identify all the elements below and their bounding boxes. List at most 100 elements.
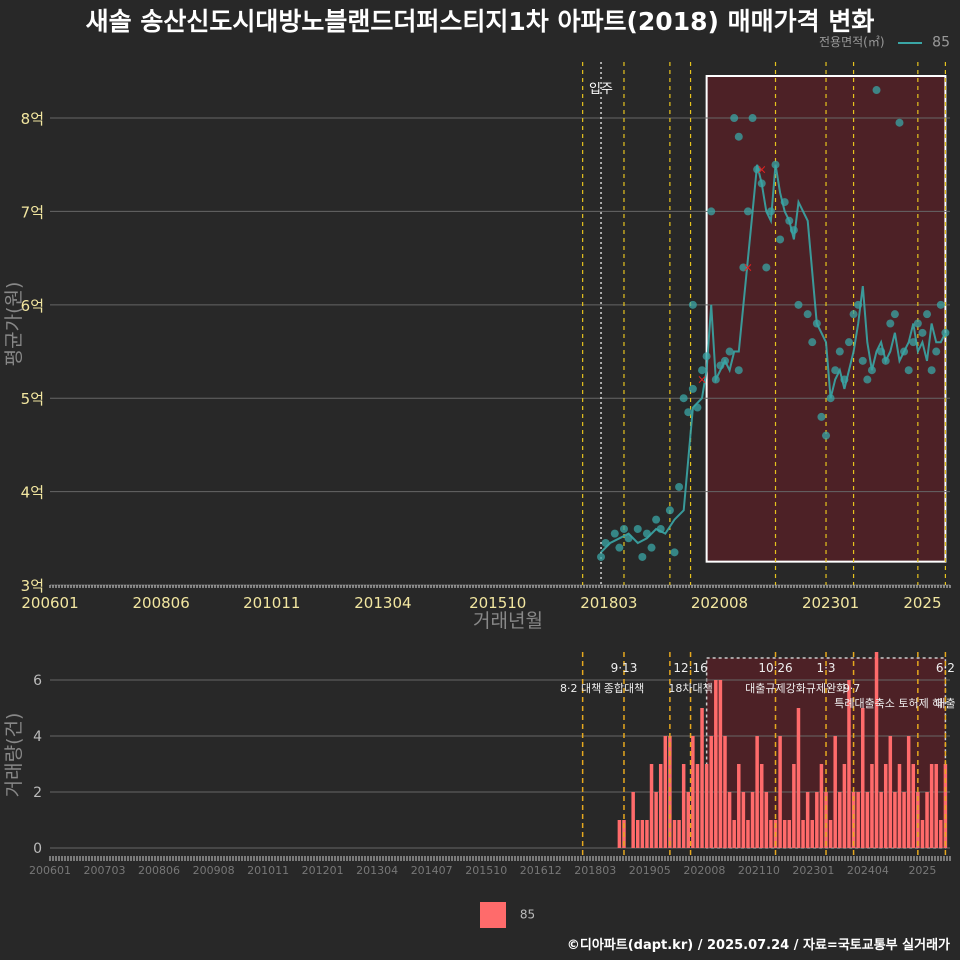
price-data-point (721, 356, 729, 365)
volume-bar (819, 764, 824, 848)
volume-bar (810, 820, 814, 848)
price-data-point (794, 300, 803, 309)
volume-x-tick-label: 200908 (193, 864, 235, 877)
price-data-point (684, 408, 693, 417)
price-data-point (601, 538, 610, 547)
price-data-point (881, 356, 890, 365)
volume-x-tick-label: 202404 (847, 864, 889, 877)
volume-x-tick-label: 201407 (411, 864, 453, 877)
volume-bar (654, 792, 658, 848)
volume-bar (787, 820, 792, 848)
price-legend: 전용면적(㎡) 85 (819, 33, 950, 51)
volume-bar (833, 736, 837, 848)
price-data-point (835, 347, 844, 356)
volume-bar (723, 736, 727, 848)
price-data-point (679, 394, 688, 403)
price-data-point (826, 394, 835, 403)
volume-bar (879, 792, 883, 848)
price-x-tick-label: 201304 (354, 594, 411, 612)
price-data-point (918, 328, 927, 337)
price-y-tick-label: 3억 (21, 577, 44, 595)
volume-bar (902, 792, 906, 848)
volume-x-tick-label: 200806 (138, 864, 180, 877)
price-data-point (739, 263, 748, 272)
price-data-point (688, 384, 697, 393)
volume-bar (695, 764, 700, 848)
volume-bar (686, 792, 691, 848)
price-data-point (863, 375, 872, 384)
volume-x-tick-label: 202110 (738, 864, 780, 877)
volume-legend: 85 (480, 902, 535, 928)
price-data-point (886, 319, 895, 328)
price-y-tick-label: 7억 (21, 203, 44, 221)
price-x-tick-label: 201011 (243, 594, 300, 612)
price-y-tick-label: 6억 (21, 297, 44, 315)
price-data-point (872, 86, 881, 95)
volume-x-tick-label: 201304 (356, 864, 398, 877)
price-data-point (927, 366, 936, 375)
price-data-point (647, 543, 656, 552)
volume-x-tick-label: 2025 (908, 864, 936, 877)
price-data-point (831, 366, 840, 375)
volume-bar (677, 820, 681, 848)
price-data-point (771, 160, 780, 169)
legend-line-swatch (898, 41, 923, 44)
volume-bar (737, 764, 741, 848)
price-data-point (877, 347, 886, 356)
volume-bar (828, 820, 833, 848)
price-data-point (597, 552, 606, 561)
price-data-point (849, 310, 858, 319)
volume-bar (893, 792, 897, 848)
volume-bar (778, 736, 782, 848)
policy-name-label: 18차대책 (668, 682, 712, 695)
policy-date-label: 9·13 (611, 661, 638, 675)
volume-x-tick-label: 201201 (302, 864, 344, 877)
volume-x-tick-label: 202008 (683, 864, 725, 877)
price-data-point (693, 403, 702, 412)
volume-bar (658, 764, 663, 848)
price-y-axis-title: 평균가(원) (3, 282, 25, 367)
policy-name-label: 대출 (935, 697, 955, 710)
price-data-point (803, 310, 812, 319)
volume-bar (750, 792, 755, 848)
volume-bar (847, 680, 851, 848)
legend-bar-swatch (480, 902, 506, 928)
volume-y-tick-label: 4 (33, 729, 42, 745)
volume-bar (870, 764, 874, 848)
volume-bar (796, 708, 801, 848)
price-data-point (670, 548, 679, 557)
price-y-tick-label: 4억 (21, 484, 44, 502)
price-data-point (633, 524, 642, 533)
price-x-tick-label: 201510 (469, 594, 526, 612)
price-data-point (707, 207, 716, 216)
price-data-point (844, 338, 853, 347)
volume-bar (925, 792, 929, 848)
price-y-tick-label: 5억 (21, 390, 44, 408)
price-data-point (766, 207, 775, 216)
price-data-point (858, 356, 867, 365)
price-x-tick-label: 200806 (132, 594, 189, 612)
price-data-point (711, 375, 720, 384)
price-data-point (941, 328, 950, 337)
volume-bar (801, 820, 805, 848)
cancelled-deal-mark: × (757, 162, 767, 176)
volume-bar (617, 820, 622, 848)
volume-x-tick-label: 201803 (574, 864, 616, 877)
price-data-point (610, 529, 619, 538)
policy-name-label: 규제완화 (806, 682, 846, 695)
price-x-tick-label: 202008 (691, 594, 748, 612)
price-data-point (665, 506, 674, 515)
price-x-tick-label: 202301 (802, 594, 859, 612)
volume-bar (861, 708, 865, 848)
move-in-annotation: 입주 (589, 82, 613, 97)
volume-bar (672, 820, 677, 848)
price-data-point (688, 300, 697, 309)
price-y-tick-label: 8억 (21, 110, 44, 128)
price-data-point (890, 310, 899, 319)
price-data-point (780, 198, 789, 207)
volume-bar (934, 764, 938, 848)
volume-bar (640, 820, 645, 848)
policy-name-label: 대출규제강화 (745, 682, 806, 695)
volume-y-tick-label: 2 (33, 785, 42, 801)
volume-bar (700, 708, 704, 848)
